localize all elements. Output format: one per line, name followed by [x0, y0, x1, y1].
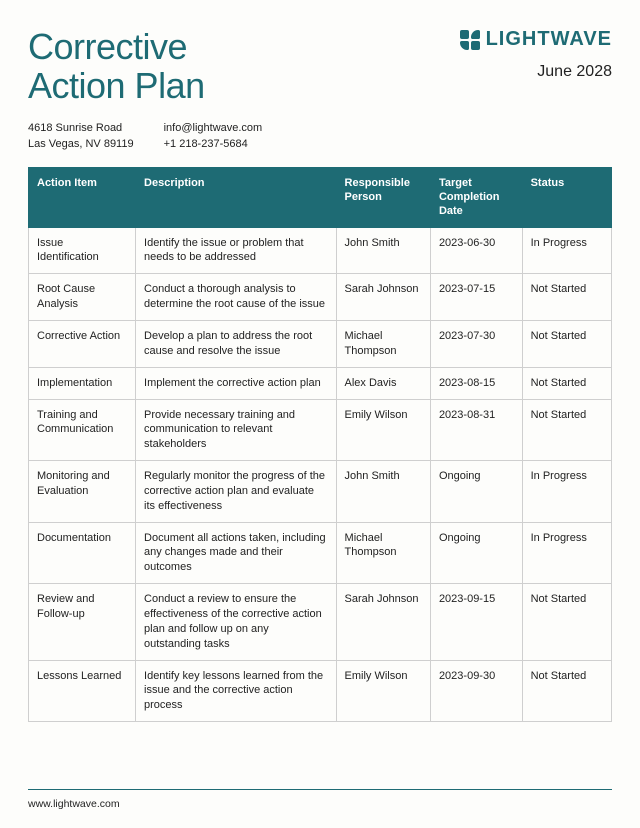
table-cell: Not Started — [522, 399, 611, 461]
table-cell: Review and Follow-up — [29, 584, 136, 660]
address-block: 4618 Sunrise Road Las Vegas, NV 89119 — [28, 120, 134, 153]
table-cell: Not Started — [522, 274, 611, 321]
table-cell: 2023-06-30 — [430, 227, 522, 274]
table-cell: 2023-09-30 — [430, 660, 522, 722]
table-cell: Not Started — [522, 584, 611, 660]
table-cell: Implement the corrective action plan — [136, 367, 337, 399]
table-row: Review and Follow-upConduct a review to … — [29, 584, 612, 660]
col-header-responsible-person: Responsible Person — [336, 167, 430, 227]
col-header-description: Description — [136, 167, 337, 227]
table-cell: Identify the issue or problem that needs… — [136, 227, 337, 274]
table-row: Monitoring and EvaluationRegularly monit… — [29, 461, 612, 523]
table-row: Training and CommunicationProvide necess… — [29, 399, 612, 461]
table-row: Root Cause AnalysisConduct a thorough an… — [29, 274, 612, 321]
table-cell: Implementation — [29, 367, 136, 399]
table-cell: Provide necessary training and communica… — [136, 399, 337, 461]
table-cell: 2023-08-15 — [430, 367, 522, 399]
table-cell: Sarah Johnson — [336, 584, 430, 660]
title-line-1: Corrective — [28, 28, 205, 67]
table-cell: John Smith — [336, 227, 430, 274]
table-cell: Conduct a review to ensure the effective… — [136, 584, 337, 660]
address-line-2: Las Vegas, NV 89119 — [28, 136, 134, 153]
brand-column: LIGHTWAVE June 2028 — [460, 28, 612, 81]
table-cell: Emily Wilson — [336, 399, 430, 461]
table-cell: In Progress — [522, 227, 611, 274]
brand-logo: LIGHTWAVE — [460, 28, 612, 51]
table-body: Issue IdentificationIdentify the issue o… — [29, 227, 612, 721]
contact-email: info@lightwave.com — [164, 120, 263, 137]
action-plan-table: Action Item Description Responsible Pers… — [28, 167, 612, 722]
table-cell: Sarah Johnson — [336, 274, 430, 321]
table-cell: Lessons Learned — [29, 660, 136, 722]
title-line-2: Action Plan — [28, 67, 205, 106]
contact-block: info@lightwave.com +1 218-237-5684 — [164, 120, 263, 153]
footer-url: www.lightwave.com — [28, 798, 120, 810]
table-cell: 2023-07-15 — [430, 274, 522, 321]
document-date: June 2028 — [537, 63, 612, 81]
table-cell: Not Started — [522, 660, 611, 722]
header: Corrective Action Plan LIGHTWAVE June 20… — [28, 28, 612, 106]
page-title: Corrective Action Plan — [28, 28, 205, 106]
table-cell: John Smith — [336, 461, 430, 523]
table-cell: Regularly monitor the progress of the co… — [136, 461, 337, 523]
contact-phone: +1 218-237-5684 — [164, 136, 263, 153]
table-cell: Document all actions taken, including an… — [136, 522, 337, 584]
footer: www.lightwave.com — [28, 789, 612, 810]
table-cell: 2023-07-30 — [430, 321, 522, 368]
table-cell: Conduct a thorough analysis to determine… — [136, 274, 337, 321]
table-cell: Documentation — [29, 522, 136, 584]
table-header-row: Action Item Description Responsible Pers… — [29, 167, 612, 227]
table-cell: 2023-09-15 — [430, 584, 522, 660]
table-cell: Alex Davis — [336, 367, 430, 399]
table-row: Lessons LearnedIdentify key lessons lear… — [29, 660, 612, 722]
table-cell: Identify key lessons learned from the is… — [136, 660, 337, 722]
table-cell: Ongoing — [430, 461, 522, 523]
brand-name: LIGHTWAVE — [486, 28, 612, 51]
table-cell: Emily Wilson — [336, 660, 430, 722]
lightwave-icon — [460, 30, 480, 50]
table-cell: Michael Thompson — [336, 522, 430, 584]
col-header-action-item: Action Item — [29, 167, 136, 227]
table-cell: Not Started — [522, 321, 611, 368]
table-cell: 2023-08-31 — [430, 399, 522, 461]
table-cell: Training and Communication — [29, 399, 136, 461]
table-row: Issue IdentificationIdentify the issue o… — [29, 227, 612, 274]
col-header-target-completion-date: Target Completion Date — [430, 167, 522, 227]
contact-info: 4618 Sunrise Road Las Vegas, NV 89119 in… — [28, 120, 612, 153]
table-header: Action Item Description Responsible Pers… — [29, 167, 612, 227]
address-line-1: 4618 Sunrise Road — [28, 120, 134, 137]
table-row: DocumentationDocument all actions taken,… — [29, 522, 612, 584]
table-cell: Not Started — [522, 367, 611, 399]
table-cell: Root Cause Analysis — [29, 274, 136, 321]
table-cell: Monitoring and Evaluation — [29, 461, 136, 523]
table-row: Corrective ActionDevelop a plan to addre… — [29, 321, 612, 368]
table-cell: In Progress — [522, 461, 611, 523]
table-cell: Develop a plan to address the root cause… — [136, 321, 337, 368]
table-cell: Corrective Action — [29, 321, 136, 368]
table-cell: Issue Identification — [29, 227, 136, 274]
table-cell: In Progress — [522, 522, 611, 584]
table-cell: Michael Thompson — [336, 321, 430, 368]
col-header-status: Status — [522, 167, 611, 227]
table-cell: Ongoing — [430, 522, 522, 584]
table-row: ImplementationImplement the corrective a… — [29, 367, 612, 399]
